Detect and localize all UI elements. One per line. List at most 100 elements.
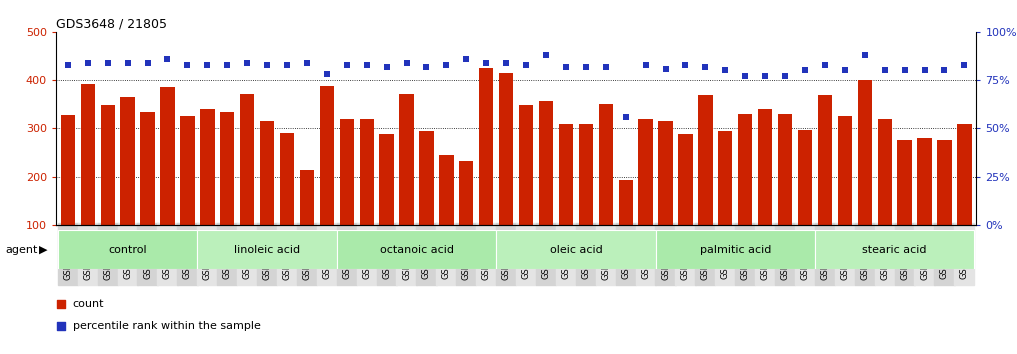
Bar <box>140 112 155 273</box>
Bar <box>80 84 95 273</box>
Point <box>877 68 893 73</box>
Point <box>478 60 494 65</box>
Text: count: count <box>72 299 104 309</box>
Point <box>179 62 195 68</box>
Bar <box>579 125 593 273</box>
Point <box>916 68 933 73</box>
Bar <box>337 230 496 269</box>
Point <box>79 60 96 65</box>
Point <box>60 62 76 68</box>
Bar <box>200 109 215 273</box>
Point <box>518 62 534 68</box>
Text: percentile rank within the sample: percentile rank within the sample <box>72 321 260 331</box>
Bar <box>220 113 235 273</box>
Bar <box>618 180 633 273</box>
Point <box>937 68 953 73</box>
Bar <box>897 141 912 273</box>
Text: palmitic acid: palmitic acid <box>700 245 771 255</box>
Text: stearic acid: stearic acid <box>862 245 926 255</box>
Bar <box>58 230 197 269</box>
Text: ▶: ▶ <box>39 245 47 255</box>
Point <box>100 60 116 65</box>
Point <box>299 60 315 65</box>
Point <box>279 62 295 68</box>
Point <box>459 56 475 62</box>
Point <box>199 62 216 68</box>
Bar <box>319 86 334 273</box>
Bar <box>360 119 374 273</box>
Point <box>399 60 415 65</box>
Point <box>717 68 733 73</box>
Point <box>737 73 754 79</box>
Bar <box>260 121 275 273</box>
Bar <box>778 114 792 273</box>
Point <box>896 68 912 73</box>
Text: GDS3648 / 21805: GDS3648 / 21805 <box>56 18 167 31</box>
Bar <box>539 101 553 273</box>
Point <box>498 60 515 65</box>
Bar <box>61 115 75 273</box>
Point <box>557 64 574 69</box>
Point <box>339 62 355 68</box>
Point <box>120 60 136 65</box>
Point <box>438 62 455 68</box>
Point <box>817 62 833 68</box>
Bar <box>340 119 354 273</box>
Bar <box>878 119 892 273</box>
Point <box>378 64 395 69</box>
Point <box>698 64 714 69</box>
Bar <box>758 109 772 273</box>
Bar <box>738 114 753 273</box>
Point <box>550 216 566 221</box>
Point <box>757 73 773 79</box>
Point <box>837 68 853 73</box>
Point <box>538 52 554 58</box>
Bar <box>815 230 974 269</box>
Point <box>239 60 255 65</box>
Point <box>550 23 566 28</box>
Point <box>856 52 873 58</box>
Point <box>777 73 793 79</box>
Bar <box>797 130 813 273</box>
Bar <box>917 138 932 273</box>
Bar <box>699 95 713 273</box>
Text: control: control <box>109 245 147 255</box>
Bar <box>197 230 337 269</box>
Point <box>797 68 814 73</box>
Text: oleic acid: oleic acid <box>549 245 602 255</box>
Bar <box>240 93 254 273</box>
Point <box>160 56 176 62</box>
Point <box>677 62 694 68</box>
Bar <box>656 230 815 269</box>
Text: linoleic acid: linoleic acid <box>234 245 300 255</box>
Point <box>578 64 594 69</box>
Bar <box>379 133 394 273</box>
Bar <box>439 155 454 273</box>
Point <box>956 62 972 68</box>
Bar <box>180 116 194 273</box>
Point <box>638 62 654 68</box>
Bar <box>838 116 852 273</box>
Bar <box>938 141 952 273</box>
Bar <box>639 119 653 273</box>
Bar <box>479 68 493 273</box>
Bar <box>300 170 314 273</box>
Text: octanoic acid: octanoic acid <box>379 245 454 255</box>
Bar <box>101 105 115 273</box>
Point <box>617 114 634 120</box>
Bar <box>419 131 433 273</box>
Bar <box>120 97 135 273</box>
Point <box>418 64 434 69</box>
Bar <box>658 121 672 273</box>
Bar <box>499 73 514 273</box>
Bar <box>678 133 693 273</box>
Point <box>259 62 276 68</box>
Point <box>359 62 375 68</box>
Bar <box>400 93 414 273</box>
Bar <box>459 161 474 273</box>
Bar <box>558 124 574 273</box>
Bar <box>957 125 971 273</box>
Point <box>219 62 235 68</box>
Bar <box>496 230 656 269</box>
Bar <box>161 87 175 273</box>
